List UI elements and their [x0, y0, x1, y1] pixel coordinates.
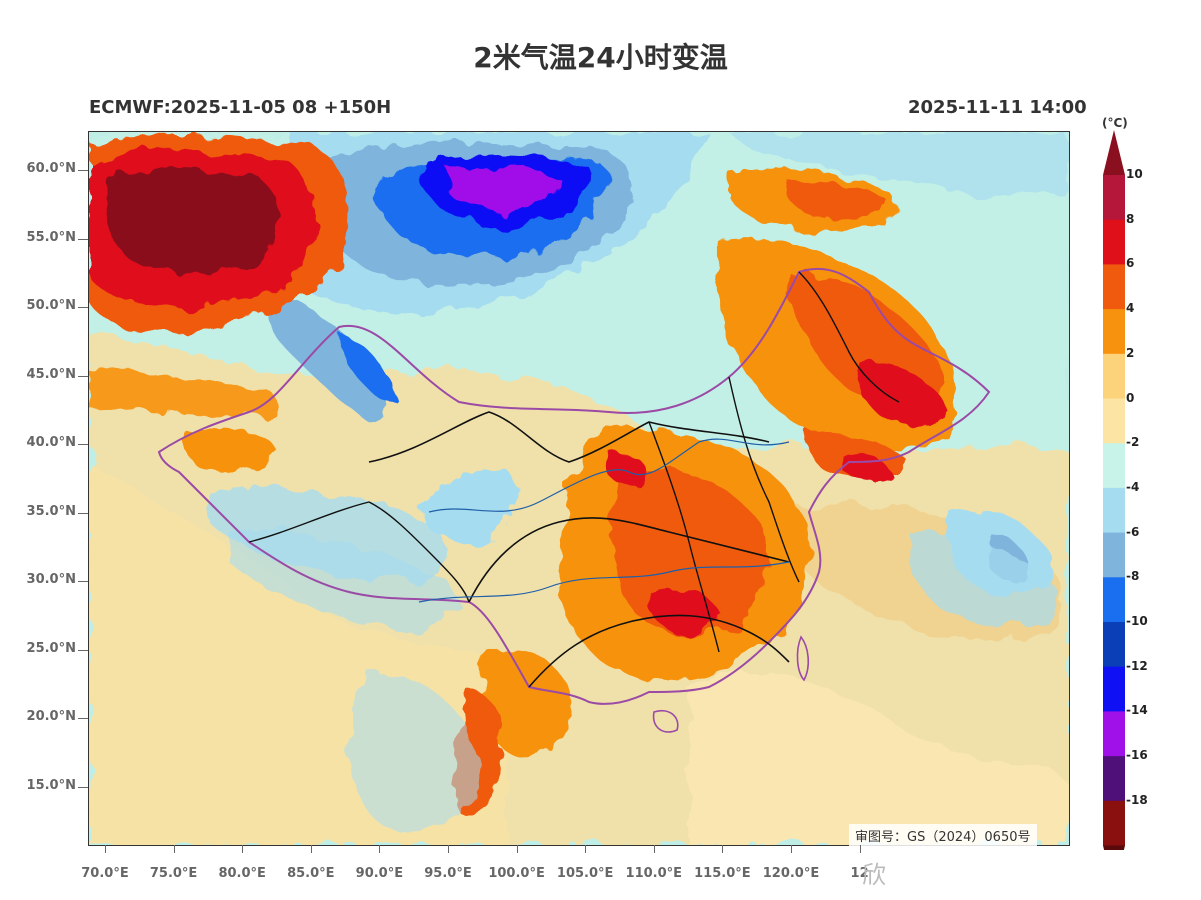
longitude-tick-mark: [859, 845, 861, 853]
colorbar-label: 0: [1126, 390, 1135, 405]
latitude-tick-mark: [78, 718, 88, 719]
colorbar-segment: [1103, 219, 1125, 265]
colorbar-unit: (°C): [1102, 116, 1128, 130]
colorbar-segment: [1103, 353, 1125, 399]
colorbar-segment: [1103, 577, 1125, 623]
colorbar-segment: [1103, 443, 1125, 489]
latitude-tick-label: 35.0°N: [26, 503, 76, 519]
longitude-tick-label: 95.0°E: [424, 866, 472, 881]
longitude-tick-label: 70.0°E: [81, 866, 129, 881]
colorbar-top-cap: [1103, 130, 1125, 175]
latitude-tick-mark: [78, 786, 88, 788]
longitude-tick-label: 12: [850, 866, 869, 881]
river-yangtze: [418, 561, 790, 603]
weibo-watermark: 欣: [862, 861, 888, 889]
colorbar-label: -8: [1126, 569, 1140, 584]
colorbar-segment: [1103, 487, 1125, 534]
colorbar-segment: [1103, 622, 1125, 668]
colorbar-label: 10: [1126, 167, 1143, 181]
colorbar-segment: [1103, 711, 1125, 757]
colorbar-label: -14: [1126, 703, 1148, 718]
coastline-hainan: [652, 710, 679, 733]
latitude-tick-label: 20.0°N: [26, 709, 76, 724]
latitude-tick-mark: [78, 444, 88, 445]
colorbar-label: 6: [1126, 256, 1135, 271]
coastline-taiwan: [796, 635, 810, 682]
longitude-tick-mark: [722, 845, 724, 853]
colorbar-label: -16: [1126, 748, 1148, 763]
chart-title: 2米气温24小时变温: [473, 41, 728, 74]
colorbar-label: -12: [1126, 658, 1148, 673]
longitude-tick-mark: [379, 845, 381, 853]
colorbar-segment: [1103, 666, 1125, 712]
longitude-tick-label: 100.0°E: [488, 866, 545, 881]
map-approval-number: 审图号：GS（2024）0650号: [849, 824, 1037, 847]
province-outline-east: [648, 376, 800, 653]
latitude-tick-label: 25.0°N: [26, 640, 76, 656]
longitude-tick-mark: [242, 845, 244, 853]
longitude-tick-mark: [585, 845, 587, 853]
latitude-tick-label: 55.0°N: [26, 229, 76, 245]
province-outline-northeast: [798, 271, 900, 403]
province-outline-west: [248, 501, 470, 603]
colorbar-label: -10: [1126, 614, 1148, 628]
latitude-tick-label: 40.0°N: [26, 435, 76, 450]
colorbar-bottom-cap: [1103, 845, 1125, 850]
temperature-field: [89, 132, 1069, 845]
colorbar-segment: [1103, 756, 1125, 802]
colorbar-label: 2: [1126, 345, 1135, 360]
colorbar-segment: [1103, 532, 1125, 578]
colorbar: [1103, 130, 1125, 850]
latitude-tick-mark: [78, 238, 88, 240]
longitude-tick-mark: [105, 845, 106, 853]
longitude-tick-label: 75.0°E: [149, 866, 198, 881]
province-outline-north: [368, 411, 770, 463]
colorbar-label: -4: [1126, 479, 1140, 494]
latitude-tick-label: 15.0°N: [26, 777, 76, 793]
longitude-tick-mark: [653, 845, 655, 853]
longitude-tick-label: 110.0°E: [625, 866, 683, 881]
latitude-tick-mark: [78, 581, 88, 582]
latitude-tick-label: 45.0°N: [26, 366, 76, 382]
map-field-svg: [89, 132, 1069, 845]
longitude-tick-mark: [791, 845, 792, 853]
temperature-change-map[interactable]: [88, 131, 1070, 846]
latitude-tick-label: 60.0°N: [26, 161, 76, 176]
longitude-tick-mark: [310, 845, 312, 853]
longitude-tick-label: 85.0°E: [287, 866, 335, 881]
longitude-tick-label: 90.0°E: [355, 866, 404, 881]
latitude-tick-mark: [78, 375, 88, 377]
colorbar-label: -18: [1126, 792, 1148, 807]
colorbar-segment: [1103, 309, 1125, 355]
latitude-tick-label: 50.0°N: [26, 298, 76, 313]
colorbar-label: -2: [1126, 435, 1140, 450]
valid-time-label: 2025-11-11 14:00: [908, 97, 1087, 118]
latitude-tick-mark: [78, 307, 88, 308]
colorbar-segment: [1103, 398, 1125, 444]
colorbar-segment: [1103, 175, 1125, 221]
colorbar-label: 4: [1126, 301, 1135, 316]
longitude-tick-mark: [173, 845, 175, 853]
latitude-tick-mark: [78, 649, 88, 651]
latitude-tick-mark: [78, 170, 88, 171]
colorbar-segment: [1103, 800, 1125, 846]
longitude-tick-mark: [448, 845, 449, 853]
longitude-tick-label: 120.0°E: [762, 866, 820, 881]
river-yellow: [428, 438, 790, 513]
latitude-tick-label: 30.0°N: [26, 572, 76, 587]
national-border: [157, 267, 991, 705]
province-outline-central: [468, 517, 790, 603]
colorbar-segment: [1103, 264, 1125, 310]
colorbar-label: 8: [1126, 211, 1135, 226]
latitude-tick-mark: [78, 512, 88, 514]
province-outline-south: [528, 614, 790, 688]
longitude-tick-label: 115.0°E: [694, 866, 751, 881]
boundary-lines: [157, 267, 991, 733]
longitude-tick-label: 80.0°E: [218, 866, 266, 881]
colorbar-label: -6: [1126, 524, 1140, 539]
longitude-tick-mark: [516, 845, 518, 853]
longitude-tick-label: 105.0°E: [556, 866, 614, 881]
model-run-label: ECMWF:2025-11-05 08 +150H: [89, 97, 392, 118]
